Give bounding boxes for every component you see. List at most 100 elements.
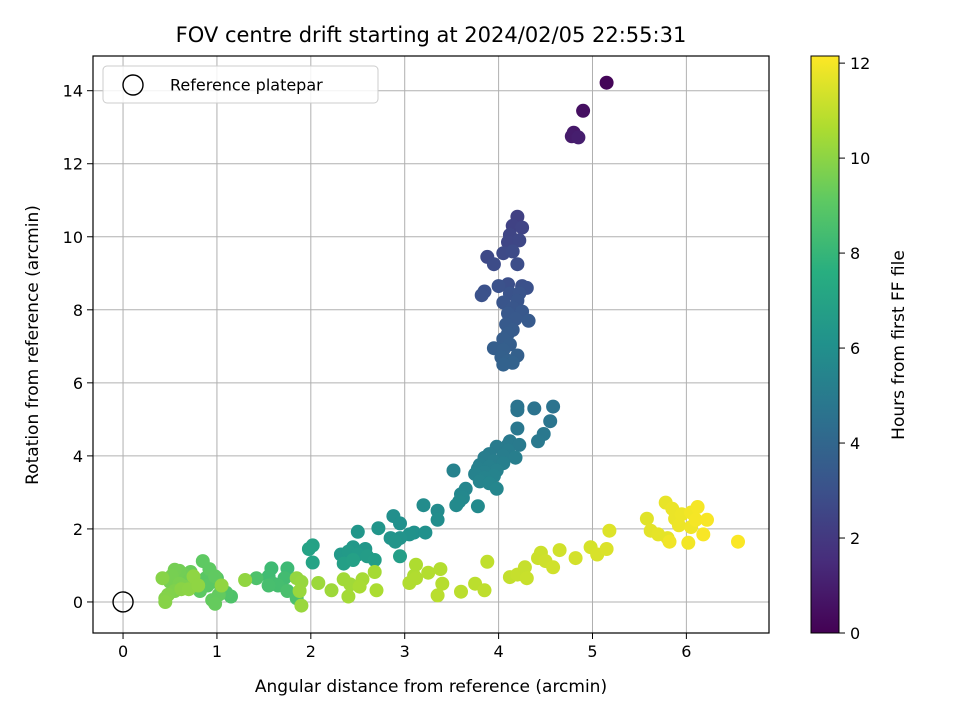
data-point-84 (393, 516, 407, 531)
data-point-169 (433, 562, 448, 577)
data-point-201 (681, 535, 696, 550)
y-axis-ticks: 0 2 4 6 8 10 12 14 (63, 82, 93, 612)
data-point-104 (301, 542, 316, 556)
data-point-44 (510, 403, 525, 418)
x-tick-label-2: 2 (306, 642, 316, 661)
colorbar-tick-label-6: 12 (850, 54, 870, 73)
y-tick-label-1: 2 (73, 520, 83, 539)
data-point-105 (305, 555, 320, 570)
data-point-175 (480, 554, 495, 569)
data-point-47 (543, 414, 558, 429)
data-point-68 (446, 463, 461, 478)
data-point-156 (324, 583, 339, 598)
data-point-162 (352, 579, 367, 594)
data-point-59 (508, 450, 523, 465)
data-point-53 (512, 437, 527, 452)
colorbar-tick-label-0: 0 (850, 624, 860, 643)
data-point-163 (369, 583, 384, 598)
colorbar-tick-label-5: 10 (850, 149, 870, 168)
y-tick-label-0: 0 (73, 593, 83, 612)
data-point-174 (477, 583, 492, 598)
y-tick-label-2: 4 (73, 447, 83, 466)
data-point-189 (602, 523, 617, 538)
data-point-4 (571, 130, 586, 145)
data-point-207 (731, 534, 745, 549)
y-tick-label-5: 10 (63, 228, 83, 247)
data-point-204 (688, 512, 703, 527)
data-point-91 (371, 521, 386, 536)
x-tick-label-0: 0 (118, 642, 128, 661)
data-point-199 (662, 534, 677, 549)
data-point-0 (599, 75, 614, 90)
colorbar-tick-label-1: 2 (850, 529, 860, 548)
data-point-161 (367, 565, 382, 579)
legend-box (102, 65, 379, 104)
data-point-20 (474, 288, 489, 303)
data-point-155 (311, 576, 326, 590)
data-point-42 (496, 357, 511, 372)
chart-title: FOV centre drift starting at 2024/02/05 … (176, 23, 687, 47)
data-point-102 (346, 553, 361, 567)
data-point-79 (470, 499, 485, 514)
x-tick-label-5: 5 (587, 642, 597, 661)
x-tick-label-6: 6 (681, 642, 691, 661)
data-point-46 (546, 399, 561, 414)
data-point-73 (489, 481, 504, 496)
x-tick-label-1: 1 (212, 642, 222, 661)
colorbar-ticks: 0 2 4 6 8 10 12 (839, 54, 870, 643)
data-point-7 (515, 220, 530, 235)
data-point-129 (208, 596, 223, 611)
data-point-203 (690, 500, 705, 514)
data-point-150 (238, 573, 253, 587)
x-tick-label-4: 4 (494, 642, 504, 661)
legend-label: Reference platepar (170, 76, 323, 95)
colorbar-tick-label-2: 4 (850, 434, 860, 453)
data-point-197 (671, 518, 686, 533)
data-point-168 (421, 565, 436, 580)
data-point-99 (367, 553, 382, 567)
data-point-112 (261, 578, 276, 593)
legend-marker (122, 74, 144, 96)
data-point-45 (527, 401, 542, 416)
y-axis-label: Rotation from reference (arcmin) (23, 205, 43, 485)
plot-frame (92, 55, 770, 634)
data-point-190 (639, 511, 654, 526)
data-point-149 (214, 578, 229, 593)
colorbar-label: Hours from first FF file (889, 250, 909, 440)
data-point-92 (350, 524, 365, 539)
data-point-81 (416, 498, 431, 513)
data-point-184 (552, 543, 567, 558)
data-point-13 (505, 244, 520, 259)
data-point-206 (700, 512, 714, 527)
data-point-50 (531, 434, 545, 449)
data-point-15 (510, 257, 525, 272)
reference-point (112, 591, 134, 613)
data-point-78 (449, 498, 464, 513)
y-tick-label-3: 6 (73, 374, 83, 393)
colorbar-tick-label-4: 8 (850, 244, 860, 263)
data-points (155, 75, 745, 613)
x-axis-label: Angular distance from reference (arcmin) (255, 677, 607, 697)
legend: Reference platepar (102, 65, 379, 104)
data-point-100 (393, 549, 407, 564)
data-point-30 (521, 313, 536, 328)
data-point-172 (454, 584, 468, 599)
data-point-115 (249, 571, 264, 586)
colorbar: 0 2 4 6 8 10 12 Hours from first FF file (810, 54, 909, 643)
data-point-178 (517, 560, 532, 575)
colorbar-gradient (810, 55, 840, 634)
data-point-205 (696, 527, 711, 542)
data-point-167 (409, 571, 423, 586)
data-point-159 (341, 589, 356, 604)
data-point-185 (568, 551, 583, 566)
data-point-82 (430, 512, 445, 527)
data-point-183 (546, 560, 561, 575)
x-tick-label-3: 3 (400, 642, 410, 661)
data-point-179 (519, 571, 534, 586)
data-point-90 (388, 534, 403, 549)
data-point-143 (158, 595, 173, 609)
data-point-10 (512, 233, 527, 248)
y-tick-label-7: 14 (63, 82, 83, 101)
data-point-188 (599, 542, 614, 556)
reference-marker (112, 591, 134, 613)
